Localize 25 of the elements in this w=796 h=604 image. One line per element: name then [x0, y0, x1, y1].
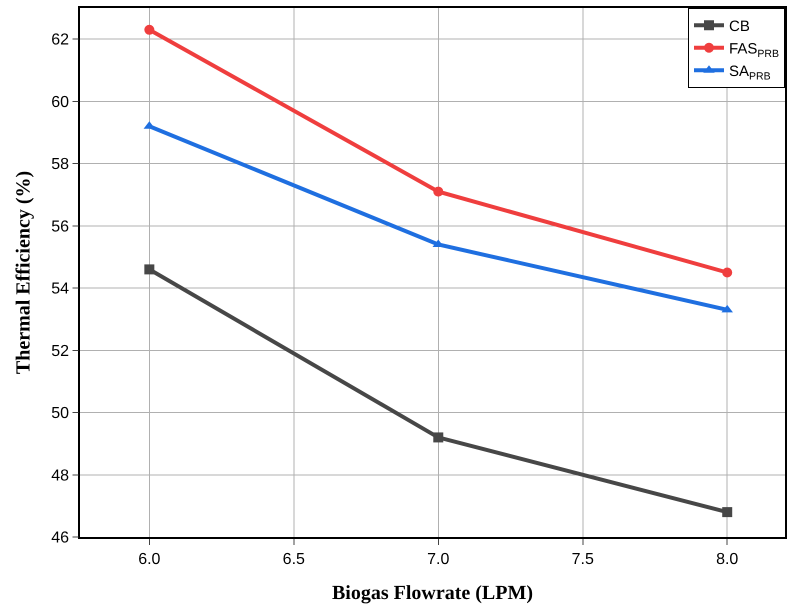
point: [722, 268, 732, 278]
y-tick-label: 50: [51, 405, 70, 422]
y-tick-label: 52: [51, 342, 70, 360]
point: [433, 186, 444, 197]
x-axis-title: Biogas Flowrate (LPM): [332, 582, 534, 604]
x-tick-label: 6.5: [282, 550, 306, 568]
y-tick-label: 46: [51, 530, 70, 547]
y-tick-label: 62: [51, 32, 70, 49]
legend-label: FAS$_{PRB}$: [729, 40, 779, 60]
legend-label: SA$_{PRB}$: [729, 63, 771, 82]
x-tick-label: 6.0: [138, 550, 161, 568]
x-tick-label: 8.0: [716, 550, 738, 568]
y-tick-label: 58: [51, 156, 70, 174]
y-tick-label: 60: [51, 94, 70, 111]
point: [144, 264, 154, 274]
point: [144, 24, 154, 35]
point: [722, 507, 732, 518]
x-tick-label: 7.5: [572, 550, 594, 568]
point: [433, 432, 444, 442]
y-tick-label: 56: [51, 218, 70, 236]
y-tick-label: 54: [51, 280, 70, 298]
y-axis-title: Thermal Efficiency (%): [12, 170, 34, 374]
y-tick-label: 48: [51, 467, 70, 484]
x-tick-label: 7.0: [427, 550, 450, 568]
legend-label: CB: [729, 18, 750, 36]
